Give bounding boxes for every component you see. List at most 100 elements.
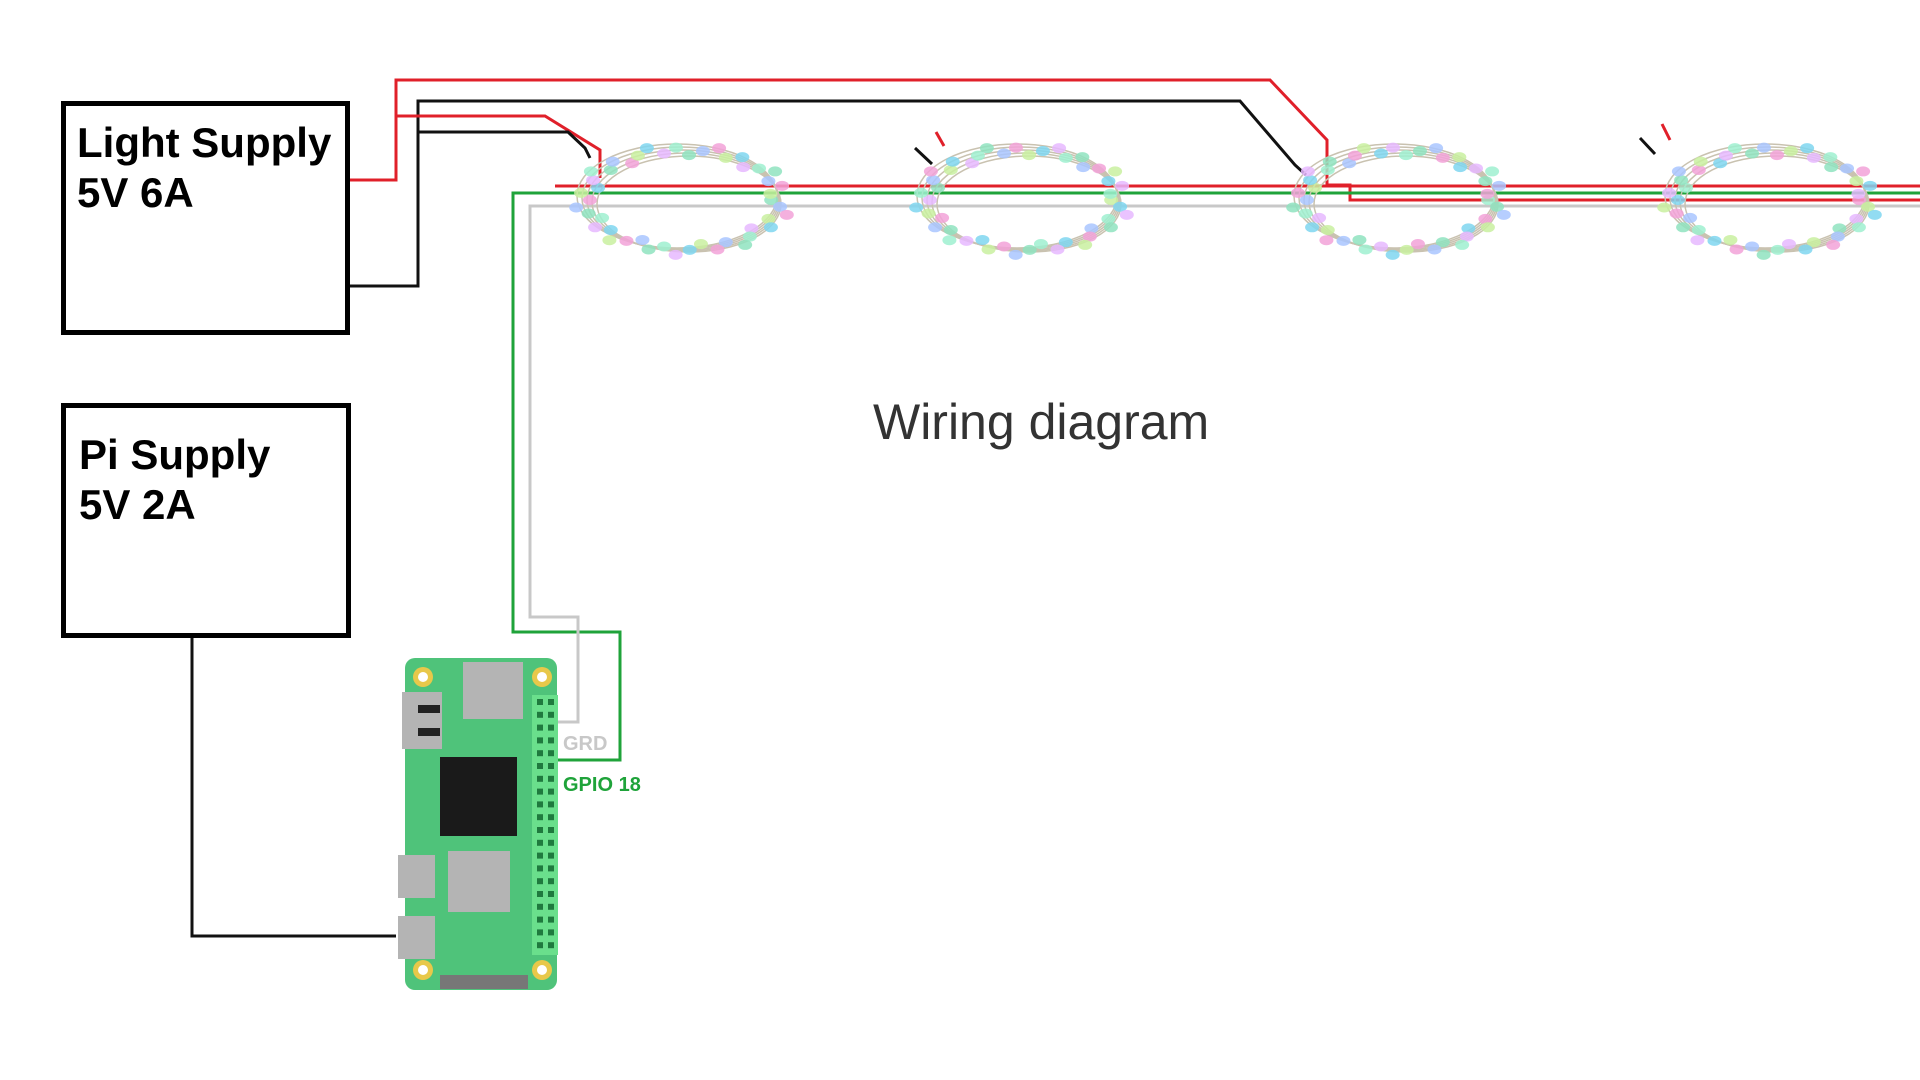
led-bulb bbox=[603, 165, 618, 176]
led-bulb bbox=[1356, 143, 1371, 154]
led-bulb bbox=[945, 156, 960, 167]
led-bulb bbox=[718, 237, 733, 248]
led-bulb bbox=[1286, 202, 1301, 213]
led-bulb bbox=[1851, 188, 1866, 199]
gpio-pin bbox=[548, 801, 554, 808]
led-bulb bbox=[1303, 175, 1318, 186]
led-bulb bbox=[1713, 158, 1728, 169]
led-bulb bbox=[1849, 176, 1864, 187]
led-bulb bbox=[1478, 176, 1493, 187]
led-bulb bbox=[1691, 224, 1706, 235]
led-bulb bbox=[738, 239, 753, 250]
led-bulb bbox=[1305, 222, 1320, 233]
led-bulb bbox=[943, 165, 958, 176]
led-bulb bbox=[1856, 166, 1871, 177]
led-bulb bbox=[1729, 244, 1744, 255]
led-bulb bbox=[914, 187, 929, 198]
led-bulb bbox=[1103, 222, 1118, 233]
gpio-pin bbox=[548, 916, 554, 923]
pi-supply-name: Pi Supply bbox=[79, 431, 271, 478]
led-bulb bbox=[639, 143, 654, 154]
led-bulb bbox=[1676, 222, 1691, 233]
led-bulb bbox=[630, 150, 645, 161]
mount-hole-center bbox=[418, 965, 428, 975]
power-tail-strip2 bbox=[934, 131, 946, 147]
led-bulb bbox=[1478, 213, 1493, 224]
led-bulb bbox=[1320, 224, 1335, 235]
micro-usb-port bbox=[398, 855, 435, 898]
power-tail-strip4 bbox=[1660, 123, 1672, 141]
led-bulb bbox=[657, 241, 672, 252]
led-bulb bbox=[773, 201, 788, 212]
led-bulb bbox=[1427, 244, 1442, 255]
led-bulb bbox=[1113, 201, 1128, 212]
led-bulb bbox=[1783, 146, 1798, 157]
led-bulb bbox=[1770, 244, 1785, 255]
gpio-pin bbox=[537, 839, 543, 846]
led-bulb bbox=[682, 150, 697, 161]
led-bulb bbox=[1399, 244, 1414, 255]
gpio-pin bbox=[537, 814, 543, 821]
gpio-pin bbox=[537, 827, 543, 833]
light-supply-spec: 5V 6A bbox=[77, 169, 194, 216]
led-bulb bbox=[1718, 150, 1733, 161]
led-bulb bbox=[1480, 222, 1495, 233]
led-bulb bbox=[1679, 182, 1694, 193]
grd-pin-label: GRD bbox=[563, 733, 608, 755]
gpio-pin bbox=[537, 903, 543, 910]
gpio-pin bbox=[537, 750, 543, 757]
led-bulb bbox=[1455, 239, 1470, 250]
sd-card-slot bbox=[440, 975, 528, 989]
led-bulb bbox=[619, 235, 634, 246]
led-bulb bbox=[959, 235, 974, 246]
led-bulb bbox=[1119, 209, 1134, 220]
led-bulb bbox=[588, 222, 603, 233]
led-bulb bbox=[1022, 244, 1037, 255]
led-bulb bbox=[763, 188, 778, 199]
led-bulb bbox=[1453, 162, 1468, 173]
grd-wire bbox=[528, 204, 600, 724]
led-bulb bbox=[1861, 201, 1876, 212]
led-bulb bbox=[1690, 235, 1705, 246]
led-bulb bbox=[668, 249, 683, 260]
led-bulb bbox=[1058, 152, 1073, 163]
camera-connector bbox=[463, 662, 523, 719]
gpio-pin bbox=[537, 916, 543, 923]
led-bulb bbox=[605, 156, 620, 167]
led-bulb bbox=[1691, 165, 1706, 176]
gpio-pin bbox=[548, 699, 554, 705]
led-bulb bbox=[1800, 143, 1815, 154]
led-bulb bbox=[1342, 158, 1357, 169]
light-supply-name: Light Supply bbox=[77, 119, 332, 166]
led-bulb bbox=[1058, 237, 1073, 248]
pi-supply-label: Pi Supply 5V 2A bbox=[79, 430, 270, 530]
processor-chip bbox=[440, 757, 517, 836]
gpio-pin bbox=[537, 891, 543, 897]
led-bulb bbox=[657, 148, 672, 159]
led-bulb bbox=[1352, 234, 1367, 245]
led-bulb bbox=[1084, 223, 1099, 234]
led-bulb bbox=[1480, 188, 1495, 199]
gpio-pin bbox=[537, 699, 543, 705]
gpio-pin bbox=[548, 891, 554, 897]
led-bulb bbox=[1008, 249, 1023, 260]
led-coil bbox=[1286, 142, 1511, 260]
ground-wire-strip1 bbox=[418, 130, 592, 159]
led-bulb bbox=[625, 158, 640, 169]
led-bulb bbox=[718, 152, 733, 163]
diagram-title: Wiring diagram bbox=[873, 394, 1210, 450]
gpio-pin bbox=[537, 763, 543, 769]
led-bulb bbox=[1459, 231, 1474, 242]
light-supply-box bbox=[61, 101, 350, 335]
gpio-pin bbox=[537, 711, 543, 718]
led-bulb bbox=[1851, 222, 1866, 233]
led-bulb bbox=[1101, 213, 1116, 224]
led-bulb bbox=[1399, 150, 1414, 161]
led-bulb bbox=[979, 143, 994, 154]
led-bulb bbox=[1657, 202, 1672, 213]
led-bulb bbox=[1485, 166, 1500, 177]
led-bulb bbox=[1824, 162, 1839, 173]
led-bulb bbox=[1298, 208, 1313, 219]
led-bulb bbox=[591, 182, 606, 193]
led-bulb bbox=[1723, 234, 1738, 245]
